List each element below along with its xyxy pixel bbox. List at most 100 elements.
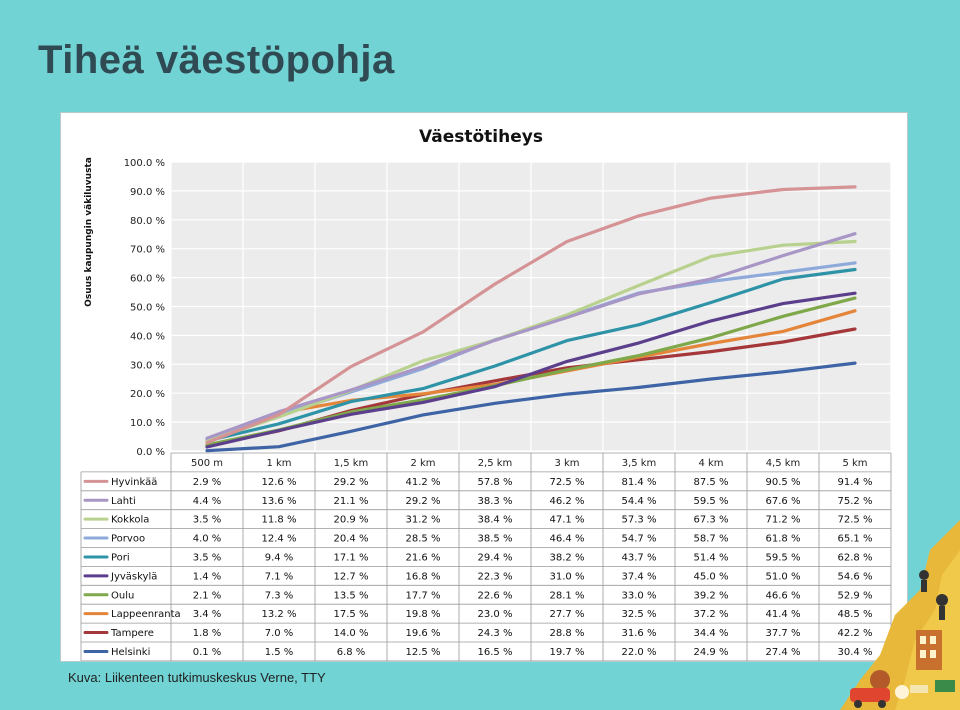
data-label: 13.5 %	[334, 590, 369, 601]
x-tick-label: 1 km	[266, 458, 291, 469]
x-tick-label: 1,5 km	[334, 458, 369, 469]
data-label: 31.6 %	[622, 628, 657, 639]
data-label: 31.0 %	[550, 571, 585, 582]
data-label: 30.4 %	[838, 647, 873, 658]
data-label: 3.5 %	[193, 552, 222, 563]
data-label: 52.9 %	[838, 590, 873, 601]
data-label: 54.6 %	[838, 571, 873, 582]
data-label: 9.4 %	[265, 552, 294, 563]
legend-label: Kokkola	[111, 515, 149, 526]
legend-label: Tampere	[110, 628, 154, 639]
data-label: 34.4 %	[694, 628, 729, 639]
data-label: 0.1 %	[193, 647, 222, 658]
data-label: 12.7 %	[334, 571, 369, 582]
chart-frame: Väestötiheys Osuus kaupungin väkiluvusta 0…	[60, 112, 908, 662]
data-label: 13.2 %	[262, 609, 297, 620]
data-label: 58.7 %	[694, 534, 729, 545]
data-label: 72.5 %	[550, 477, 585, 488]
data-label: 62.8 %	[838, 552, 873, 563]
data-label: 22.6 %	[478, 590, 513, 601]
x-tick-label: 4 km	[698, 458, 723, 469]
y-tick-label: 10.0 %	[130, 418, 165, 429]
image-caption: Kuva: Liikenteen tutkimuskeskus Verne, T…	[68, 670, 326, 685]
y-tick-label: 20.0 %	[130, 389, 165, 400]
y-tick-label: 50.0 %	[130, 303, 165, 314]
series-line	[205, 361, 857, 453]
data-label: 17.5 %	[334, 609, 369, 620]
data-label: 2.1 %	[193, 590, 222, 601]
series-lines	[205, 185, 857, 453]
data-label: 37.7 %	[766, 628, 801, 639]
data-label: 2.9 %	[193, 477, 222, 488]
data-label: 3.4 %	[193, 609, 222, 620]
data-label: 6.8 %	[337, 647, 366, 658]
data-label: 37.4 %	[622, 571, 657, 582]
legend-label: Porvoo	[111, 534, 145, 545]
data-label: 17.7 %	[406, 590, 441, 601]
data-label: 22.3 %	[478, 571, 513, 582]
y-tick-label: 40.0 %	[130, 331, 165, 342]
data-label: 14.0 %	[334, 628, 369, 639]
data-label: 7.0 %	[265, 628, 294, 639]
data-label: 48.5 %	[838, 609, 873, 620]
data-label: 39.2 %	[694, 590, 729, 601]
y-tick-label: 70.0 %	[130, 245, 165, 256]
x-tick-label: 4,5 km	[766, 458, 801, 469]
data-label: 32.5 %	[622, 609, 657, 620]
data-label: 47.1 %	[550, 515, 585, 526]
data-label: 61.8 %	[766, 534, 801, 545]
legend-label: Lappeenranta	[111, 609, 181, 620]
data-label: 12.4 %	[262, 534, 297, 545]
x-tick-label: 5 km	[842, 458, 867, 469]
data-label: 4.0 %	[193, 534, 222, 545]
data-label: 45.0 %	[694, 571, 729, 582]
data-label: 19.6 %	[406, 628, 441, 639]
data-label: 1.5 %	[265, 647, 294, 658]
data-label: 57.3 %	[622, 515, 657, 526]
data-label: 51.0 %	[766, 571, 801, 582]
data-label: 67.6 %	[766, 496, 801, 507]
y-tick-label: 30.0 %	[130, 360, 165, 371]
data-label: 19.8 %	[406, 609, 441, 620]
series-line	[205, 232, 857, 440]
data-label: 38.4 %	[478, 515, 513, 526]
data-label: 51.4 %	[694, 552, 729, 563]
x-tick-label: 3 km	[554, 458, 579, 469]
data-label: 75.2 %	[838, 496, 873, 507]
legend-label: Oulu	[111, 590, 134, 601]
data-label: 33.0 %	[622, 590, 657, 601]
data-label: 24.9 %	[694, 647, 729, 658]
slide-title: Tiheä väestöpohja	[38, 38, 395, 82]
y-tick-label: 80.0 %	[130, 216, 165, 227]
data-label: 11.8 %	[262, 515, 297, 526]
chart-container: Väestötiheys Osuus kaupungin väkiluvusta 0…	[61, 113, 907, 661]
data-label: 81.4 %	[622, 477, 657, 488]
data-label: 13.6 %	[262, 496, 297, 507]
data-label: 46.2 %	[550, 496, 585, 507]
data-label: 1.4 %	[193, 571, 222, 582]
data-label: 20.9 %	[334, 515, 369, 526]
data-table: 500 m 1 km 1,5 km 2 km 2,5 km 3 km 3,5 km 4 km 4…	[80, 452, 892, 661]
data-label: 31.2 %	[406, 515, 441, 526]
data-label: 1.8 %	[193, 628, 222, 639]
data-label: 27.4 %	[766, 647, 801, 658]
y-tick-label: 90.0 %	[130, 187, 165, 198]
data-label: 16.8 %	[406, 571, 441, 582]
x-tick-label: 500 m	[191, 458, 223, 469]
data-label: 19.7 %	[550, 647, 585, 658]
data-label: 90.5 %	[766, 477, 801, 488]
y-tick-label: 0.0 %	[136, 447, 165, 458]
legend-label: Jyväskylä	[110, 571, 157, 582]
data-label: 3.5 %	[193, 515, 222, 526]
line-chart: Väestötiheys Osuus kaupungin väkiluvusta 0…	[80, 127, 892, 661]
x-tick-label: 2 km	[410, 458, 435, 469]
series-line	[205, 267, 857, 443]
data-label: 57.8 %	[478, 477, 513, 488]
legend-label: Helsinki	[111, 647, 150, 658]
data-label: 21.6 %	[406, 552, 441, 563]
y-tick-label: 100.0 %	[124, 158, 165, 169]
data-label: 17.1 %	[334, 552, 369, 563]
data-label: 16.5 %	[478, 647, 513, 658]
data-label: 59.5 %	[694, 496, 729, 507]
data-label: 4.4 %	[193, 496, 222, 507]
